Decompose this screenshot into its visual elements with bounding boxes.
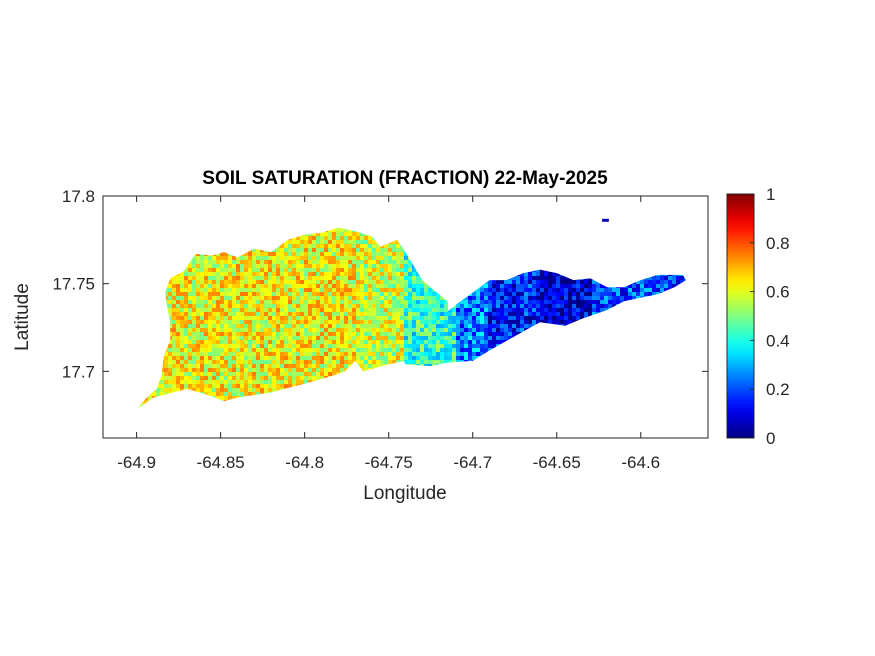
y-axis-ticks: 17.7 17.75 17.8: [52, 187, 708, 381]
x-tick-label: -64.7: [453, 453, 492, 472]
x-tick-label: -64.65: [533, 453, 581, 472]
colorbar-gradient: [726, 193, 755, 439]
x-axis-ticks: -64.9 -64.85 -64.8 -64.75 -64.7 -64.65 -64.6: [117, 196, 660, 472]
x-axis-label: Longitude: [363, 483, 446, 504]
saturation-heatmap: [136, 218, 687, 410]
y-tick-label: 17.7: [62, 362, 95, 381]
colorbar-tick-label: 0.8: [766, 234, 790, 253]
y-axis-label: Latitude: [12, 283, 33, 351]
x-tick-label: -64.8: [285, 453, 324, 472]
x-tick-label: -64.9: [117, 453, 156, 472]
colorbar-tick-label: 0.6: [766, 283, 790, 302]
islet-cell: [602, 218, 609, 222]
colorbar-tick-label: 0: [766, 429, 775, 448]
x-tick-label: -64.75: [365, 453, 413, 472]
chart-title: SOIL SATURATION (FRACTION) 22-May-2025: [202, 168, 608, 189]
y-tick-label: 17.8: [62, 187, 95, 206]
x-tick-label: -64.85: [197, 453, 245, 472]
colorbar-tick-label: 0.2: [766, 380, 790, 399]
saturation-cells: [136, 227, 687, 410]
colorbar: 0 0.2 0.4 0.6 0.8 1: [726, 185, 790, 448]
colorbar-tick-label: 1: [766, 185, 775, 204]
x-tick-label: -64.6: [621, 453, 660, 472]
colorbar-tick-label: 0.4: [766, 331, 790, 350]
y-tick-label: 17.75: [52, 275, 95, 294]
axes-frame: [102, 195, 709, 439]
